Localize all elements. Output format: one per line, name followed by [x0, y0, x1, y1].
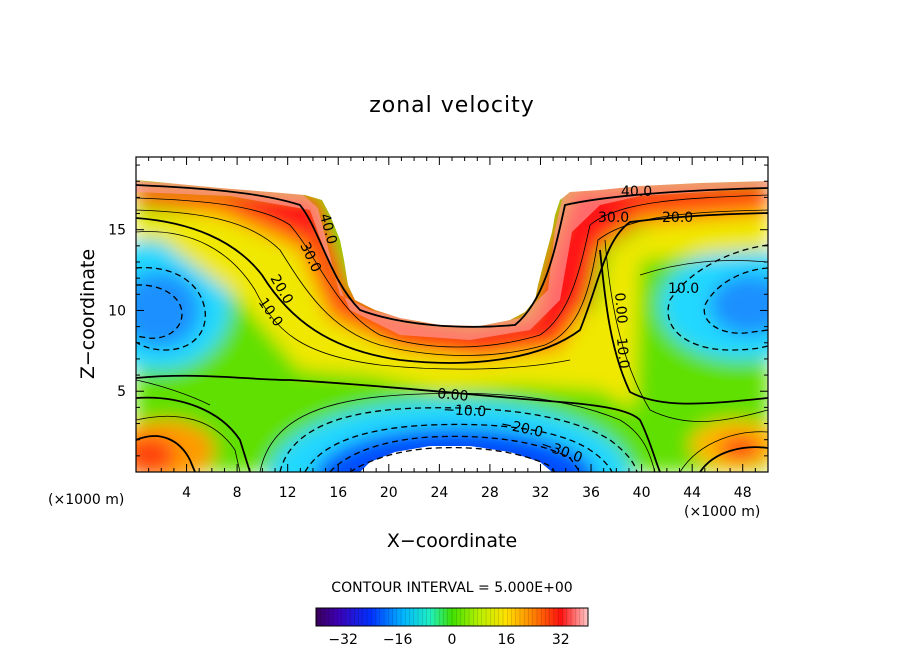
- x-tick-label: 16: [329, 485, 347, 501]
- colorbar-tick-label: 0: [448, 632, 457, 648]
- contour-interval-label: CONTOUR INTERVAL = 5.000E+00: [331, 580, 572, 596]
- y-tick-label: 15: [108, 223, 126, 239]
- x-tick-label: 4: [182, 485, 191, 501]
- x-tick-label: 44: [683, 485, 701, 501]
- y-axis-label: Z−coordinate: [77, 249, 99, 379]
- x-tick-label: 12: [279, 485, 297, 501]
- x-tick-label: 8: [233, 485, 242, 501]
- contour-label: 40.0: [316, 212, 340, 246]
- colorbar-tick-labels: −32 −16 0 16 32: [328, 632, 569, 648]
- colorbar-tick-label: −16: [383, 632, 413, 648]
- contour-label: 0.00: [437, 386, 469, 405]
- axis-ticks: [136, 157, 768, 472]
- x-tick-label: 48: [734, 485, 752, 501]
- chart-title: zonal velocity: [369, 93, 535, 118]
- contour-label: 0.00: [611, 292, 630, 324]
- x-unit-right: (×1000 m): [684, 504, 760, 520]
- x-axis-label: X−coordinate: [387, 530, 517, 552]
- x-tick-label: 28: [481, 485, 499, 501]
- x-tick-label: 36: [582, 485, 600, 501]
- colorbar-tick-label: −32: [328, 632, 358, 648]
- contour-label: −10.0: [443, 402, 487, 420]
- contour-label: 10.0: [613, 337, 632, 369]
- contour-field: [136, 157, 768, 472]
- contour-label: 30.0: [598, 210, 629, 226]
- x-tick-label: 32: [532, 485, 550, 501]
- colorbar-tick-label: 16: [497, 632, 515, 648]
- y-tick-label: 5: [117, 384, 126, 400]
- y-tick-label: 10: [108, 303, 126, 319]
- contour-label: 40.0: [621, 184, 652, 200]
- x-tick-labels: 4 8 12 16 20 24 28 32 36 40 44 48: [182, 485, 752, 501]
- x-tick-label: 40: [633, 485, 651, 501]
- colorbar: [315, 607, 589, 627]
- y-tick-labels: 5 10 15: [108, 223, 126, 401]
- x-tick-label: 20: [380, 485, 398, 501]
- colorbar-tick-label: 32: [552, 632, 570, 648]
- x-tick-label: 24: [430, 485, 448, 501]
- colorbar-stripes: [320, 608, 584, 626]
- contour-label: 20.0: [662, 210, 693, 226]
- x-unit-left: (×1000 m): [48, 492, 124, 508]
- contour-label: 10.0: [668, 281, 699, 297]
